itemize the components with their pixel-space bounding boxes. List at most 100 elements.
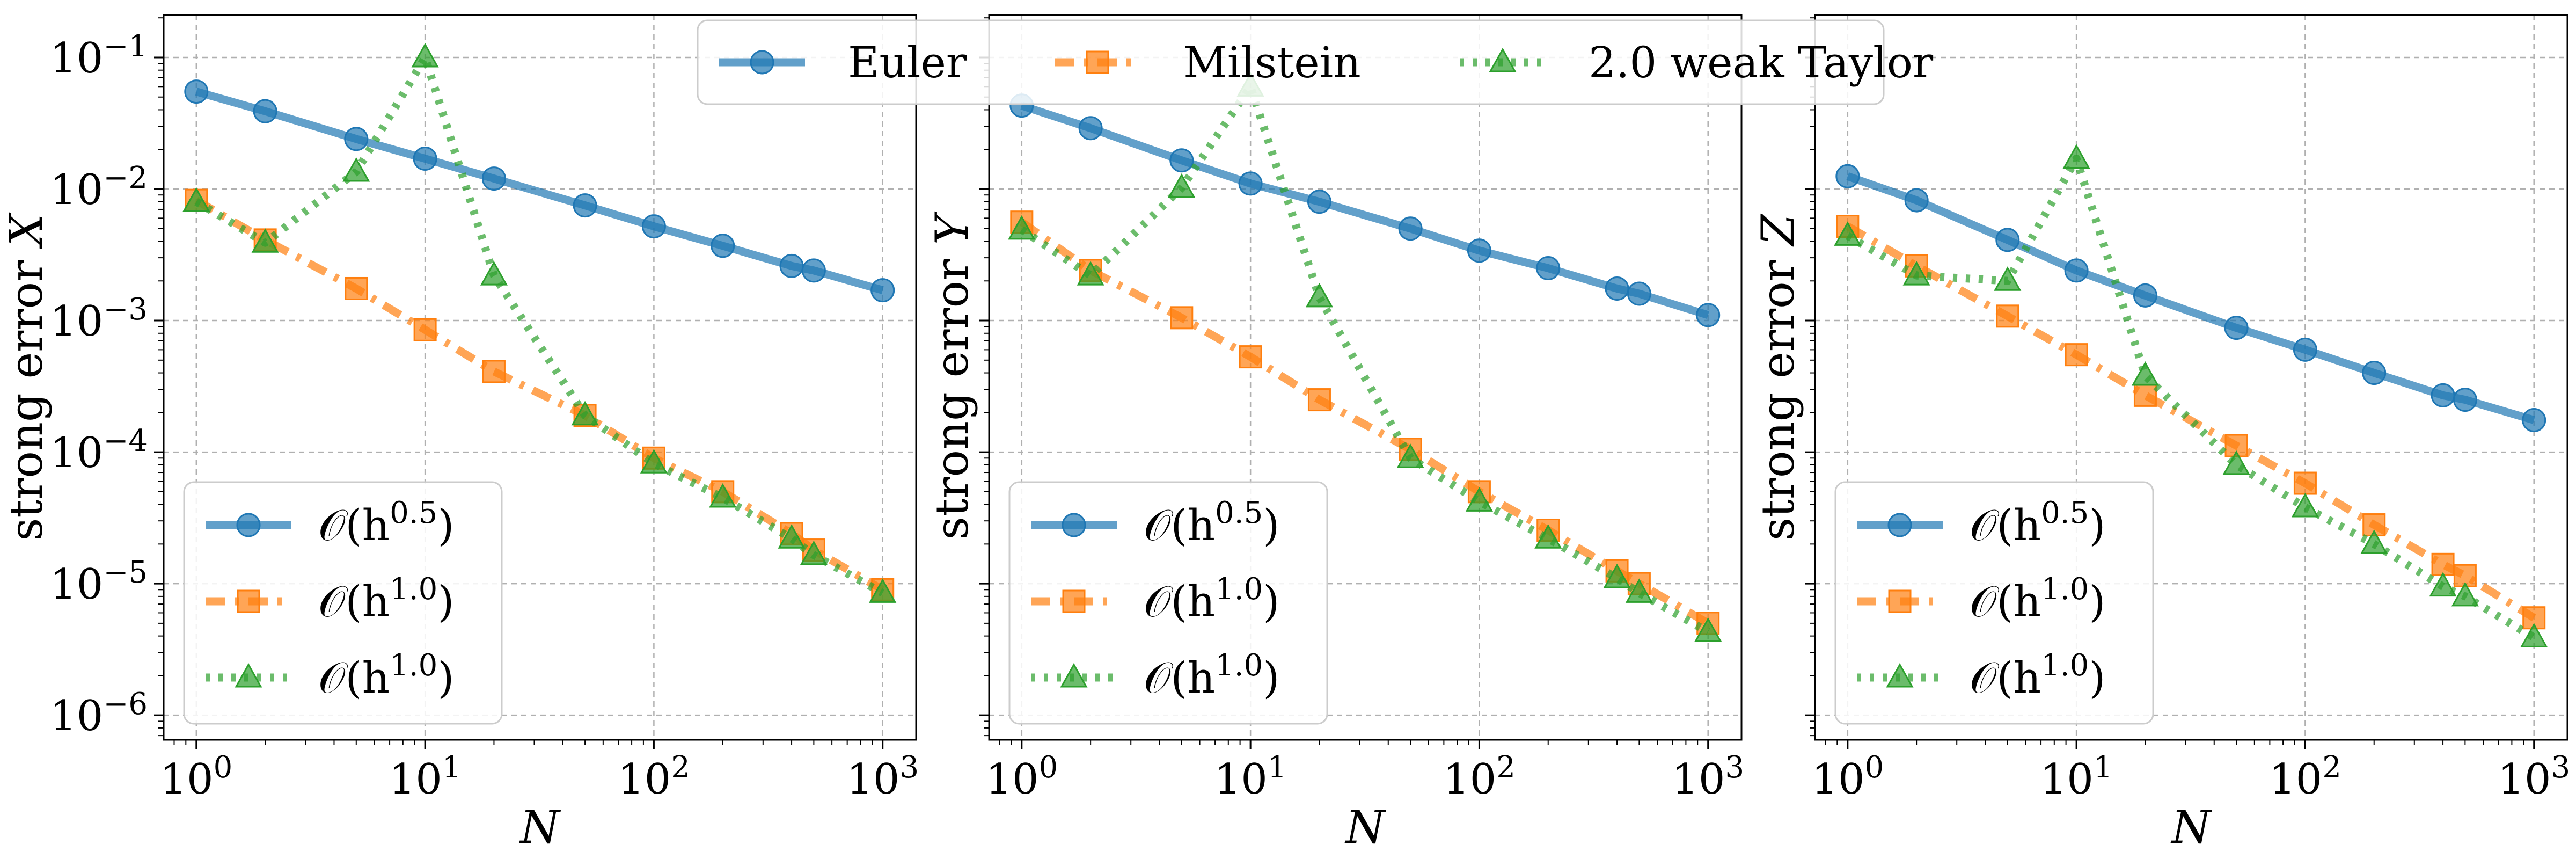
legend-label-base: 𝒪(h [318,500,390,550]
axes-frame [1814,14,2568,741]
x-tick-label: 102 [1443,750,1516,804]
data-point [869,578,897,603]
tick-label-exponent: 3 [900,750,919,785]
legend-label-close: ) [437,653,454,703]
tick-label-base: 10 [1672,755,1725,804]
tick-label-base: 10 [50,692,103,740]
x-tick-label: 102 [2269,750,2341,804]
y-axis-label-variable: X [0,212,53,249]
legend-label: 𝒪(h1.0) [1970,572,2105,627]
figure-legend-label: Euler [848,38,967,88]
tick-label-base: 10 [1214,755,1268,804]
data-point [1305,282,1334,308]
y-axis-label-variable: Z [1752,213,1804,247]
series-line-0 [1846,172,2535,424]
data-point [1307,190,1331,214]
tick-label-exponent: 0 [1865,750,1884,785]
legend-label-exponent: 0.5 [390,496,437,530]
data-point [2133,283,2157,308]
data-point [2224,316,2249,340]
data-point [2520,623,2548,647]
legend-label-base: 𝒪(h [1970,500,2041,550]
data-point [2360,529,2388,554]
data-point [801,258,826,283]
axes-legend: 𝒪(h0.5)𝒪(h1.0)𝒪(h1.0) [1834,481,2154,725]
tick-label-exponent: 0 [214,750,233,785]
legend-label-exponent: 1.0 [390,572,437,607]
legend-label-close: ) [2089,653,2105,703]
data-point [709,483,737,508]
data-point [641,214,666,239]
data-point [1694,617,1722,642]
tick-label-exponent: 1 [2094,750,2113,785]
y-axis-label-text: strong error [926,245,978,540]
data-point [1603,563,1631,588]
data-point [342,157,370,182]
legend-label: 𝒪(h1.0) [318,648,454,703]
figure-legend-marker [1489,47,1517,72]
y-tick-label: 10−6 [50,687,148,740]
data-point [1169,148,1194,173]
tick-label-base: 10 [50,560,103,609]
x-axis-label: N [1344,801,1386,854]
tick-label-exponent: 2 [2322,750,2341,785]
legend-label-base: 𝒪(h [1144,500,1215,550]
data-point [800,540,828,565]
x-tick-label: 102 [618,750,690,804]
figure-legend-label: 2.0 weak Taylor [1589,38,1934,88]
data-point [253,99,277,123]
x-tick-label: 101 [389,750,462,804]
data-point [2522,408,2546,433]
legend-label-base: 𝒪(h [1970,653,2041,703]
data-point [2362,361,2387,385]
legend-label: 𝒪(h1.0) [1970,648,2105,703]
data-point [1238,171,1263,196]
data-point [344,127,369,151]
series-line-0 [1020,101,1709,319]
y-tick-label: 10−5 [50,555,148,609]
tick-label-exponent: −6 [103,687,148,722]
data-point [571,401,599,426]
legend-label-exponent: 1.0 [1215,572,1263,607]
data-point [2453,388,2477,412]
x-tick-label: 103 [846,750,919,804]
data-point [573,193,597,218]
data-point [480,261,508,286]
data-point [413,318,437,341]
legend-label-close: ) [2089,500,2105,550]
axes-legend: 𝒪(h0.5)𝒪(h1.0)𝒪(h1.0) [1008,481,1328,725]
legend-label-exponent: 1.0 [390,648,437,683]
x-tick-label: 100 [985,750,1058,804]
tick-label-base: 10 [50,166,103,214]
data-point [1170,306,1194,330]
y-axis-label: strong error Z [1752,213,1804,541]
tick-label-base: 10 [50,34,103,83]
legend-marker [236,513,261,537]
x-axis-label: N [2170,801,2212,854]
legend-label: 𝒪(h0.5) [1970,496,2105,550]
data-point [251,228,279,253]
figure-legend-marker [1086,50,1109,74]
data-point [1625,578,1653,603]
data-point [2131,361,2160,386]
data-point [1239,345,1262,369]
figure-legend-label: Milstein [1183,38,1361,88]
data-point [411,42,439,68]
tick-label-exponent: 1 [1268,750,1287,785]
data-point [1904,188,1929,213]
data-point [1398,216,1423,241]
legend-box [183,481,503,725]
tick-label-exponent: 0 [1039,750,1058,785]
series-line-0 [195,88,884,294]
data-point [1834,221,1862,246]
legend-marker [1062,513,1086,537]
data-point [711,234,735,258]
legend-label-exponent: 1.0 [2041,572,2089,607]
data-point [182,187,210,212]
legend-box [1008,481,1328,725]
legend-label: 𝒪(h1.0) [1144,572,1279,627]
x-tick-label: 101 [2040,750,2113,804]
data-point [1008,215,1036,240]
data-point [2293,471,2317,495]
